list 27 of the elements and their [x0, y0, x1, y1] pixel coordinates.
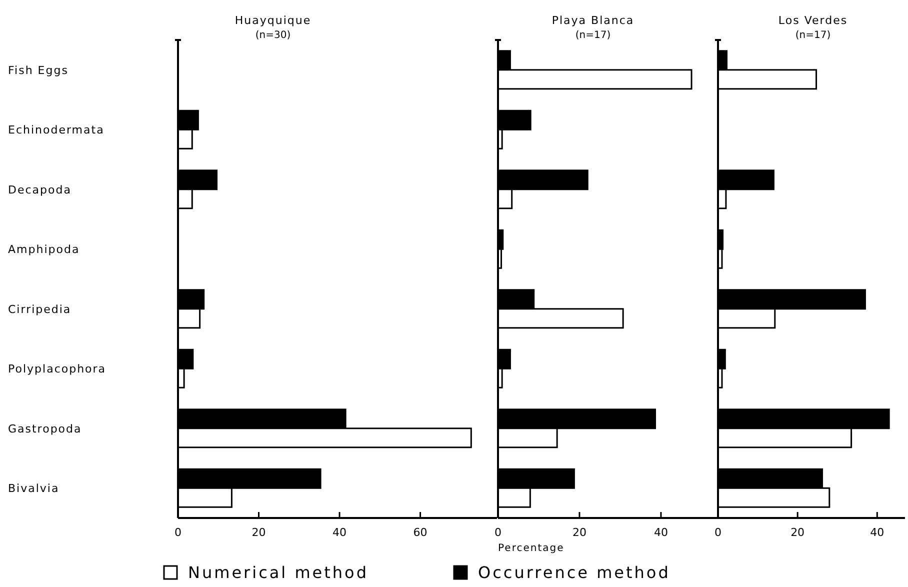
legend-label: Numerical method [188, 563, 368, 582]
y-tick-label: Gastropoda [8, 422, 82, 436]
x-tick-label: 20 [572, 526, 586, 539]
y-tick-label: Echinodermata [8, 124, 104, 137]
x-tick-label: 40 [870, 526, 884, 539]
x-tick-label: 0 [714, 526, 722, 539]
y-tick-label: Bivalvia [8, 482, 60, 496]
x-axis-title: Percentage [498, 543, 564, 554]
y-tick-label: Decapoda [8, 183, 72, 196]
chart-title: Playa Blanca [552, 14, 634, 27]
x-tick-label: 0 [174, 526, 182, 539]
x-tick-label: 40 [332, 526, 347, 539]
chart-title: Huayquique [234, 14, 312, 27]
x-tick-label: 60 [413, 526, 428, 539]
chart-subtitle: (n=17) [795, 30, 831, 41]
y-tick-label: Polyplacophora [8, 362, 106, 376]
y-tick-label: Cirripedia [8, 302, 72, 316]
y-tick-label: Fish Eggs [8, 64, 68, 77]
legend-label: Occurrence method [478, 563, 670, 582]
x-tick-label: 20 [790, 526, 805, 539]
x-tick-label: 0 [494, 526, 502, 539]
chart-title: Los Verdes [778, 14, 848, 27]
x-tick-label: 40 [654, 526, 668, 539]
y-tick-label: Amphipoda [8, 243, 80, 256]
x-tick-label: 20 [252, 526, 266, 539]
chart-subtitle: (n=17) [575, 30, 611, 41]
chart-subtitle: (n=30) [255, 30, 291, 41]
